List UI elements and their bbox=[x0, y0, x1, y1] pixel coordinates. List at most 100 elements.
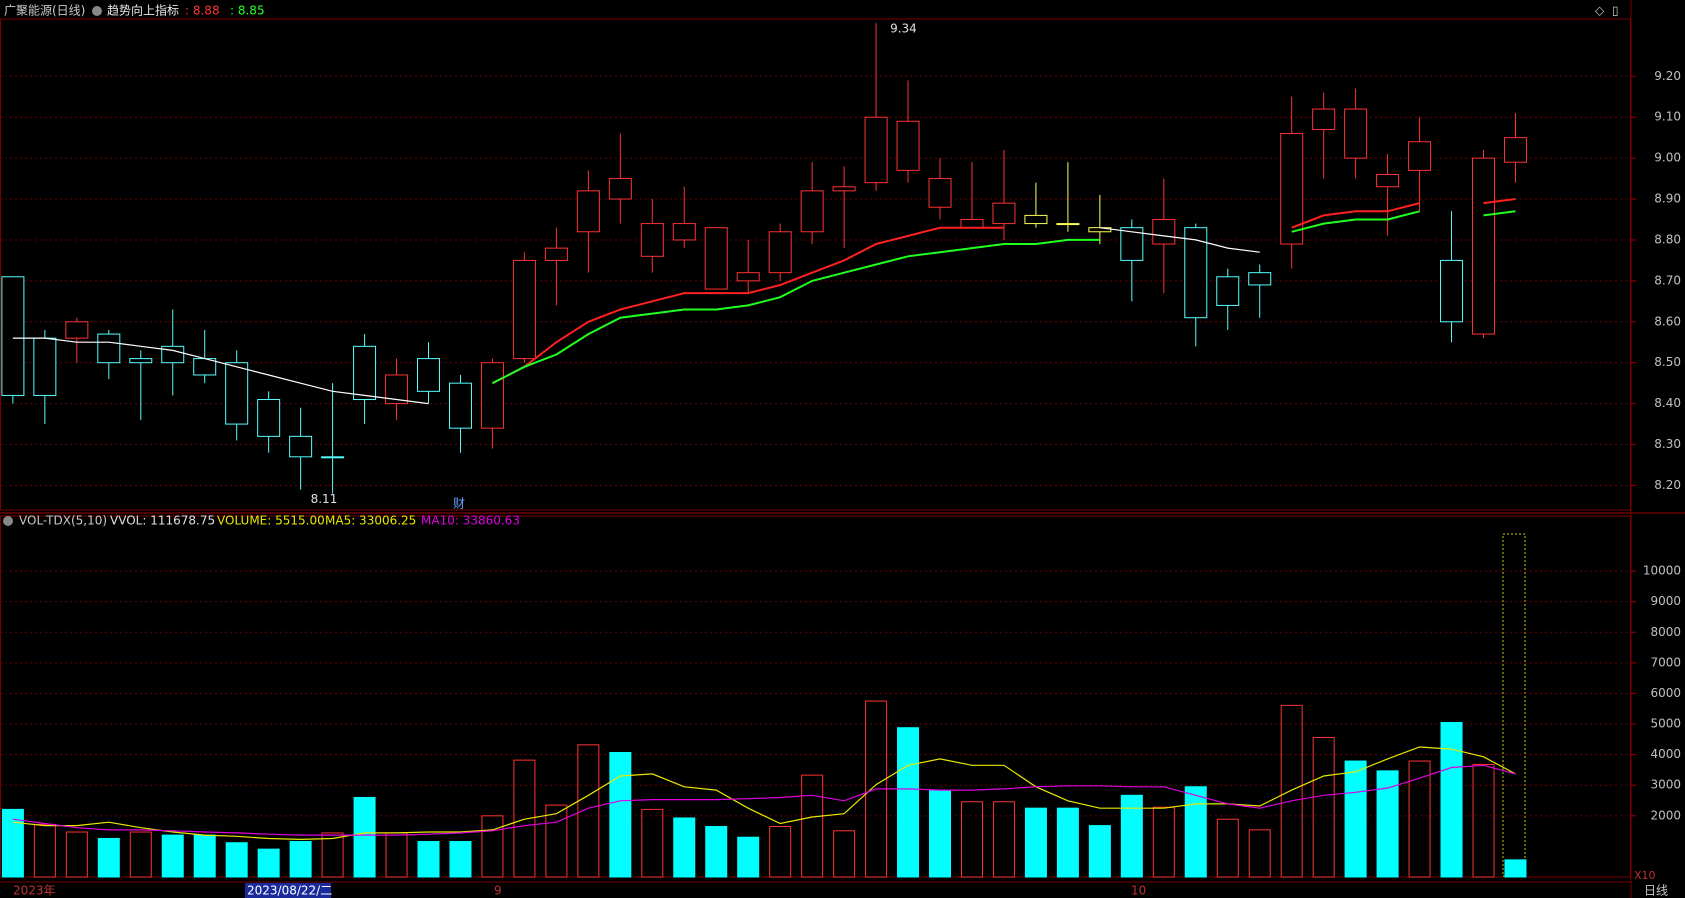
volume-bar bbox=[1472, 763, 1495, 878]
volume-bar bbox=[929, 789, 952, 878]
candle-body bbox=[1503, 137, 1527, 163]
indicator-value: : 8.88 bbox=[185, 4, 220, 18]
candle-body bbox=[417, 358, 441, 392]
volume-bar bbox=[1120, 794, 1143, 878]
y-tick-label: 8.80 bbox=[1654, 232, 1681, 246]
line-series bbox=[12, 227, 1260, 405]
y-tick-label: 8.30 bbox=[1654, 437, 1681, 451]
line-series bbox=[491, 210, 1516, 385]
volume-bar bbox=[545, 804, 568, 878]
candle-body bbox=[960, 218, 984, 229]
volume-bar bbox=[481, 815, 504, 878]
candle-body bbox=[928, 178, 952, 208]
high-annotation: 9.34 bbox=[890, 22, 917, 36]
volume-stat: VOLUME: 5515.00 bbox=[217, 514, 325, 528]
candle-body bbox=[992, 202, 1016, 225]
volume-bar bbox=[193, 834, 216, 878]
candle-body bbox=[736, 272, 760, 282]
candle-body bbox=[512, 259, 536, 360]
candle-body bbox=[321, 456, 345, 459]
candle-body bbox=[1472, 157, 1496, 335]
candle-body bbox=[1024, 214, 1048, 225]
candle-body bbox=[161, 345, 185, 364]
price-panel bbox=[0, 18, 1631, 511]
volume-bar bbox=[1376, 770, 1399, 878]
scale-label: X10 bbox=[1634, 869, 1656, 882]
candle-body bbox=[672, 223, 696, 241]
volume-bar bbox=[897, 727, 920, 878]
window-icon[interactable]: ▯ bbox=[1612, 4, 1619, 18]
candle-body bbox=[1120, 227, 1144, 261]
candle-body bbox=[480, 362, 504, 429]
y-tick-label: 2000 bbox=[1650, 808, 1681, 822]
candle-body bbox=[385, 374, 409, 405]
volume-bar bbox=[1056, 807, 1079, 878]
period-label[interactable]: 日线 bbox=[1644, 884, 1668, 898]
month-label: 9 bbox=[494, 884, 502, 898]
indicator-name: 趋势向上指标 bbox=[107, 3, 179, 18]
volume-bar bbox=[1504, 859, 1527, 878]
volume-bar bbox=[609, 751, 632, 878]
candle-body bbox=[544, 247, 568, 261]
volume-name: VOL-TDX(5,10) bbox=[19, 514, 107, 528]
volume-bar bbox=[1440, 722, 1463, 878]
indicator-icon[interactable] bbox=[3, 516, 13, 526]
candle-body bbox=[353, 345, 377, 401]
candle-body bbox=[768, 231, 792, 274]
candle-body bbox=[257, 399, 281, 437]
volume-bar bbox=[513, 759, 536, 878]
y-tick-label: 3000 bbox=[1650, 778, 1681, 792]
candle-body bbox=[896, 120, 920, 171]
volume-bar bbox=[289, 841, 312, 878]
volume-stat: VVOL: 111678.75 bbox=[110, 514, 215, 528]
indicator-value: : 8.85 bbox=[230, 4, 265, 18]
candle-body bbox=[289, 435, 313, 458]
candle-body bbox=[1440, 259, 1464, 323]
finance-marker[interactable]: 财 bbox=[453, 497, 465, 511]
y-tick-label: 8.90 bbox=[1654, 192, 1681, 206]
volume-bar bbox=[577, 744, 600, 878]
volume-bar bbox=[449, 841, 472, 878]
volume-bar bbox=[1184, 786, 1207, 878]
volume-bar bbox=[225, 842, 248, 878]
y-tick-label: 4000 bbox=[1650, 747, 1681, 761]
volume-bar bbox=[673, 817, 696, 878]
candle-body bbox=[640, 223, 664, 257]
candle-body bbox=[129, 358, 153, 364]
volume-bar bbox=[992, 801, 1015, 878]
volume-bar bbox=[129, 831, 152, 878]
volume-bar bbox=[833, 830, 856, 878]
indicator-icon[interactable] bbox=[92, 6, 102, 16]
candle-body bbox=[1280, 133, 1304, 245]
y-tick-label: 7000 bbox=[1650, 655, 1681, 669]
candle-body bbox=[97, 333, 121, 364]
volume-bar bbox=[1152, 806, 1175, 878]
volume-bar bbox=[321, 832, 344, 878]
volume-bar bbox=[353, 796, 376, 878]
year-label: 2023年 bbox=[13, 884, 56, 898]
volume-bar bbox=[1, 808, 24, 878]
candle-body bbox=[225, 362, 249, 425]
candle-body bbox=[608, 178, 632, 200]
candle-body bbox=[1088, 227, 1112, 233]
date-highlight bbox=[245, 883, 331, 898]
volume-bar bbox=[801, 774, 824, 878]
line-series bbox=[12, 746, 1516, 841]
candle-body bbox=[1184, 227, 1208, 319]
volume-bar bbox=[1280, 704, 1303, 878]
line-series bbox=[491, 198, 1516, 385]
volume-bar bbox=[65, 831, 88, 878]
volume-stat: MA5: 33006.25 bbox=[325, 514, 416, 528]
pin-icon[interactable]: ◇ bbox=[1595, 4, 1605, 18]
volume-bar bbox=[1408, 760, 1431, 878]
volume-bar bbox=[1248, 829, 1271, 878]
candle-body bbox=[576, 190, 600, 233]
candle-body bbox=[704, 227, 728, 290]
y-tick-label: 8000 bbox=[1650, 625, 1681, 639]
candle-body bbox=[1152, 218, 1176, 245]
volume-bar bbox=[705, 826, 728, 878]
volume-bar bbox=[1216, 818, 1239, 878]
candle-body bbox=[1216, 276, 1240, 306]
